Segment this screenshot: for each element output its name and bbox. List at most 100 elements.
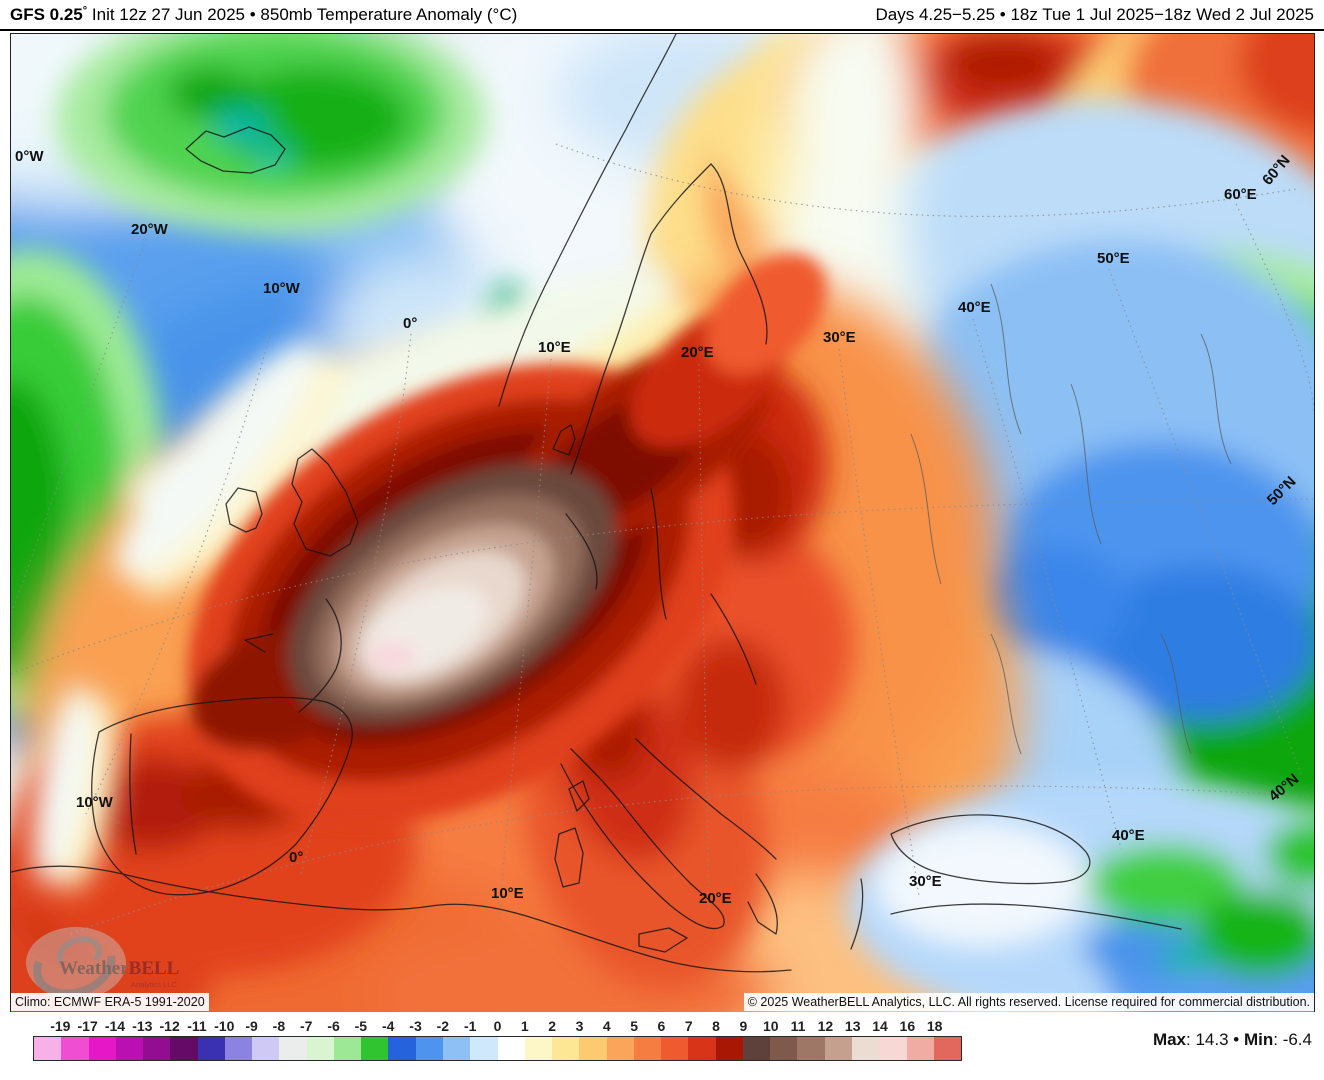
grid-label: 40°E [958, 299, 991, 316]
map-canvas: 0°W20°W10°W0°10°E 20°E30°E40°E50°E60°E60°… [11, 34, 1314, 1012]
colorbar-segment [143, 1037, 171, 1060]
grid-label: 20°W [131, 221, 169, 238]
eastern-borders [910, 283, 1232, 755]
colorbar-tick: -11 [187, 1018, 207, 1034]
colorbar-segment [88, 1037, 116, 1060]
colorbar-segment [606, 1037, 634, 1060]
colorbar-segment [633, 1037, 662, 1060]
grid-label: 10°W [263, 280, 301, 297]
grid-label: 30°E [823, 329, 856, 346]
colorbar-segment [415, 1037, 443, 1060]
colorbar-tick: 11 [790, 1018, 806, 1034]
watermark-bell: BELL [129, 958, 180, 979]
colorbar-tick: 5 [630, 1018, 639, 1034]
colorbar-segment [361, 1037, 389, 1060]
colorbar-tick: 9 [739, 1018, 748, 1034]
colorbar-segment [470, 1037, 498, 1060]
colorbar-tick: -19 [50, 1018, 71, 1034]
grid-label: 60°E [1224, 186, 1257, 203]
colorbar-tick: -17 [77, 1018, 98, 1034]
max-label: Max [1152, 1030, 1187, 1049]
grid-label: 0° [403, 315, 417, 332]
colorbar-segment [661, 1037, 689, 1060]
grid-label: 10°E [491, 885, 524, 902]
climo-note: Climo: ECMWF ERA-5 1991-2020 [11, 993, 209, 1011]
colorbar [33, 1036, 962, 1061]
colorbar-tick: 2 [548, 1018, 557, 1034]
colorbar-segment [252, 1037, 280, 1060]
grid-label: 0°W [15, 148, 44, 165]
colorbar-tick: -10 [214, 1018, 235, 1034]
heat-anomaly-core [187, 253, 827, 825]
colorbar-tick-labels: -19 -17 -14 -13 -12 -11 -10 -9 -8 -7 -6 -5 -4 -3 -2 -1 0… [33, 1018, 962, 1034]
colorbar-tick: -8 [272, 1018, 286, 1034]
colorbar-tick: -6 [327, 1018, 340, 1034]
colorbar-segment [333, 1037, 362, 1060]
colorbar-segment [742, 1037, 771, 1060]
colorbar-tick: 1 [520, 1018, 529, 1034]
colorbar-segment [906, 1037, 934, 1060]
page-title: GFS 0.25° Init 12z 27 Jun 2025 • 850mb T… [10, 4, 518, 24]
colorbar-tick: 0 [493, 1018, 502, 1034]
max-min-readout: Max: 14.3 • Min: -6.4 [1152, 1030, 1312, 1049]
colorbar-tick: 12 [817, 1018, 834, 1034]
colorbar-segment [224, 1037, 253, 1060]
colorbar-segment [524, 1037, 553, 1060]
colorbar-tick: -1 [463, 1018, 477, 1034]
colorbar-segment [824, 1037, 852, 1060]
country-borders [11, 34, 1182, 973]
colorbar-tick: 8 [712, 1018, 720, 1034]
colorbar-segment [770, 1037, 798, 1060]
title-bar: GFS 0.25° Init 12z 27 Jun 2025 • 850mb T… [0, 0, 1324, 31]
colorbar-segment [306, 1037, 334, 1060]
colorbar-segment [851, 1037, 880, 1060]
watermark-weather: Weather [59, 958, 129, 979]
colorbar-segment [552, 1037, 580, 1060]
weatherbell-watermark: WeatherBELL Analytics LLC [26, 927, 179, 999]
colorbar-segment [34, 1037, 62, 1060]
colorbar-tick: 6 [657, 1018, 666, 1034]
turkey-cool-region [846, 779, 1314, 1012]
colorbar-segment [797, 1037, 825, 1060]
colorbar-tick: 16 [899, 1018, 916, 1034]
weather-map: 0°W 20°W 10°W 0° 10°E 20°E 30°E 40°E 50°E 60°E 60°… [10, 33, 1315, 1013]
colorbar-tick: 4 [602, 1018, 611, 1034]
colorbar-tick: -4 [381, 1018, 395, 1034]
grid-label: 20°E [681, 344, 714, 361]
colorbar-tick: -13 [132, 1018, 153, 1034]
colorbar-segment [879, 1037, 907, 1060]
colorbar-segment [115, 1037, 144, 1060]
min-label: Min [1243, 1030, 1274, 1049]
colorbar-segment [61, 1037, 89, 1060]
colorbar-tick: 3 [575, 1018, 584, 1034]
colorbar-tick: -14 [104, 1018, 126, 1034]
grid-label: 10°W [76, 794, 114, 811]
colorbar-tick: 7 [684, 1018, 693, 1034]
legend-area: -19 -17 -14 -13 -12 -11 -10 -9 -8 -7 -6 -5 -4 -3 -2 -1 0… [0, 1012, 1324, 1080]
colorbar-tick: -3 [409, 1018, 422, 1034]
graticule [11, 143, 1314, 935]
eastern-cool-region [806, 99, 1314, 919]
colorbar-segment [388, 1037, 416, 1060]
colorbar-tick: -7 [300, 1018, 313, 1034]
colorbar-segment [170, 1037, 198, 1060]
grid-label: 10°E [538, 339, 571, 356]
grid-label: 50°E [1097, 250, 1130, 267]
colorbar-segment [279, 1037, 307, 1060]
colorbar-segment [579, 1037, 607, 1060]
grid-label: 30°E [909, 873, 942, 890]
colorbar-tick: -9 [245, 1018, 258, 1034]
colorbar-tick: -12 [159, 1018, 180, 1034]
colorbar-tick: 13 [844, 1018, 861, 1034]
colorbar-tick: -5 [354, 1018, 368, 1034]
colorbar-tick: 14 [872, 1018, 888, 1034]
colorbar-segment [497, 1037, 525, 1060]
copyright-note: © 2025 WeatherBELL Analytics, LLC. All r… [743, 993, 1314, 1011]
grid-label: 20°E [699, 890, 732, 907]
colorbar-segment [688, 1037, 716, 1060]
watermark-sub: Analytics LLC [131, 980, 177, 989]
colorbar-tick: -2 [436, 1018, 450, 1034]
colorbar-segment [715, 1037, 743, 1060]
colorbar-segment [933, 1037, 962, 1060]
colorbar-segment [442, 1037, 471, 1060]
